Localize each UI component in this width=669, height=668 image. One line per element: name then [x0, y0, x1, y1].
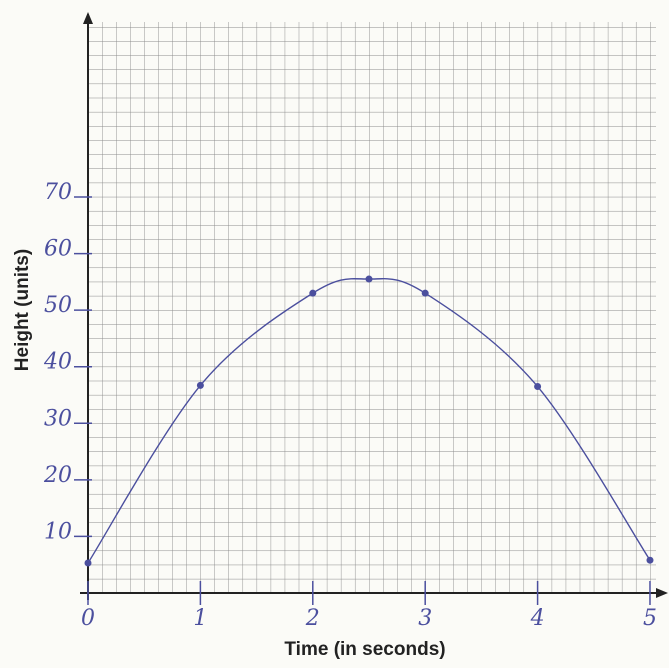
data-point	[85, 560, 92, 567]
y-arrow	[83, 12, 93, 24]
x-tick-label: 3	[418, 606, 432, 631]
x-tick-label: 5	[643, 606, 657, 631]
y-tick-label: 30	[44, 406, 72, 431]
y-tick-label: 10	[44, 519, 72, 544]
data-point	[646, 557, 653, 564]
y-tick-label: 20	[43, 463, 72, 488]
x-tick-label: 0	[81, 606, 95, 631]
x-tick-label: 2	[305, 606, 320, 631]
data-point	[534, 383, 541, 390]
y-tick-label: 40	[43, 350, 72, 375]
y-axis-title: Height (units)	[12, 249, 33, 371]
y-tick-label: 60	[44, 237, 72, 262]
data-point	[422, 290, 429, 297]
y-tick-label: 50	[44, 293, 72, 318]
chart: Time (in seconds) Height (units) 0 1 2 3 4 5 1…	[0, 0, 669, 668]
x-tick-label: 4	[530, 606, 545, 631]
data-point	[197, 382, 204, 389]
x-tick-label: 1	[193, 606, 207, 631]
data-point	[365, 276, 372, 283]
data-point	[309, 290, 316, 297]
x-axis-title: Time (in seconds)	[284, 639, 445, 660]
x-arrow	[656, 588, 668, 598]
graph-paper	[88, 22, 656, 593]
page: Time (in seconds) Height (units) 0 1 2 3 4 5 1…	[0, 0, 669, 668]
y-tick-label: 70	[44, 180, 72, 205]
